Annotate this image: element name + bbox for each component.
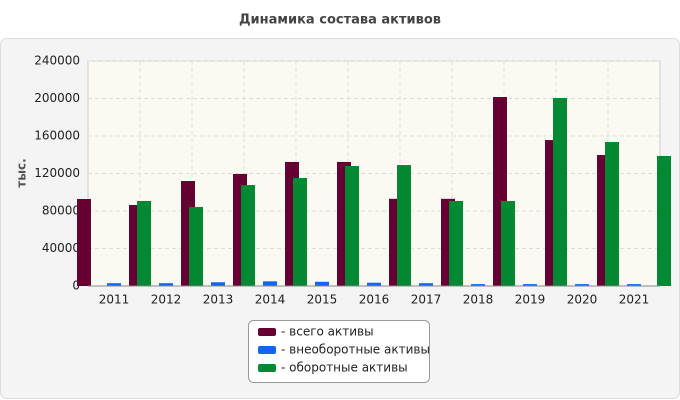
bar bbox=[657, 155, 671, 286]
bar bbox=[575, 284, 589, 286]
legend-label: - всего активы bbox=[281, 325, 374, 339]
bar bbox=[241, 185, 255, 286]
bar bbox=[315, 281, 329, 286]
x-tick-label: 2017 bbox=[411, 293, 442, 307]
x-tick-label: 2015 bbox=[307, 293, 338, 307]
bar bbox=[77, 199, 91, 286]
bar bbox=[107, 283, 121, 286]
bar bbox=[419, 283, 433, 286]
bar bbox=[627, 284, 641, 286]
y-tick-label: 120000 bbox=[34, 166, 80, 180]
bar bbox=[137, 200, 151, 286]
bar bbox=[159, 283, 173, 286]
bar bbox=[345, 166, 359, 286]
bar bbox=[449, 200, 463, 286]
y-tick-label: 40000 bbox=[42, 241, 80, 255]
chart-title: Динамика состава активов bbox=[239, 13, 441, 28]
bar bbox=[605, 142, 619, 286]
x-tick-label: 2021 bbox=[619, 293, 650, 307]
bar bbox=[501, 200, 515, 286]
bar bbox=[211, 282, 225, 286]
x-tick-label: 2012 bbox=[151, 293, 182, 307]
x-tick-label: 2013 bbox=[203, 293, 234, 307]
bar bbox=[367, 282, 381, 286]
bar bbox=[523, 284, 537, 286]
legend-label: - внеоборотные активы bbox=[281, 343, 430, 357]
bar bbox=[293, 178, 307, 286]
y-tick-label: 240000 bbox=[34, 54, 80, 68]
x-tick-label: 2011 bbox=[99, 293, 130, 307]
y-tick-label: 160000 bbox=[34, 129, 80, 143]
legend-label: - оборотные активы bbox=[281, 361, 408, 375]
y-tick-label: 0 bbox=[72, 279, 80, 293]
bar bbox=[553, 98, 567, 286]
x-tick-label: 2014 bbox=[255, 293, 286, 307]
y-tick-label: 200000 bbox=[34, 91, 80, 105]
legend-swatch bbox=[258, 346, 276, 354]
bar bbox=[397, 165, 411, 286]
legend-swatch bbox=[258, 328, 276, 336]
bar bbox=[471, 284, 485, 286]
x-tick-label: 2016 bbox=[359, 293, 390, 307]
y-axis-label: тыс. bbox=[15, 158, 29, 187]
legend-swatch bbox=[258, 364, 276, 372]
x-tick-label: 2018 bbox=[463, 293, 494, 307]
x-tick-label: 2020 bbox=[567, 293, 598, 307]
legend bbox=[248, 320, 430, 383]
bar bbox=[189, 206, 203, 286]
x-tick-label: 2019 bbox=[515, 293, 546, 307]
y-tick-label: 80000 bbox=[42, 204, 80, 218]
bar bbox=[263, 281, 277, 286]
